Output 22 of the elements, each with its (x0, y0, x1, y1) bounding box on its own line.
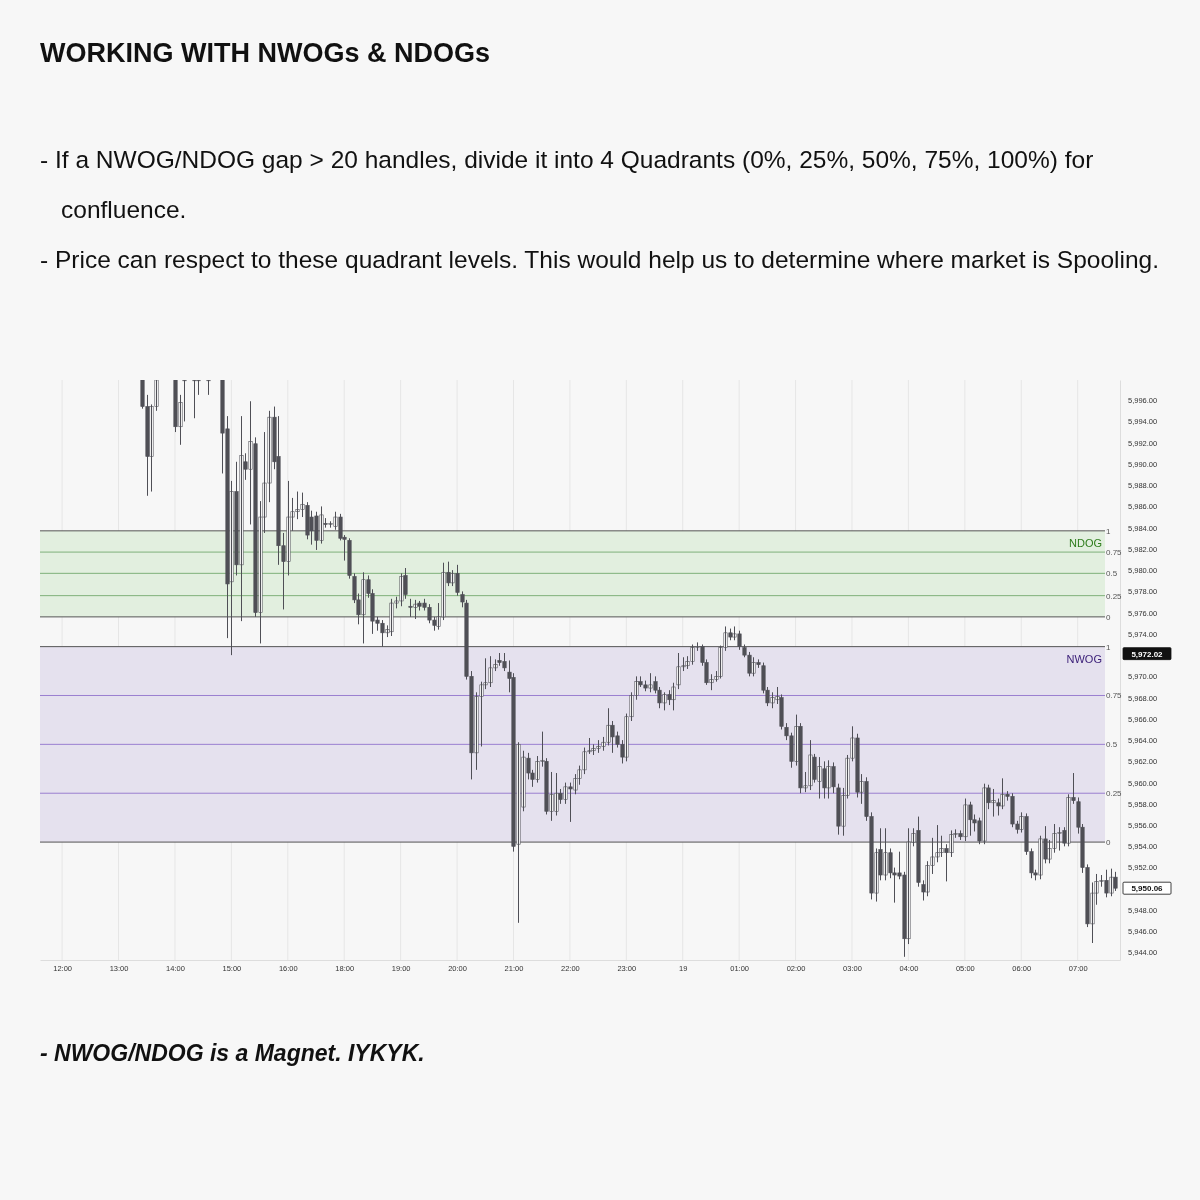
chart-title: WORKING WITH NWOGs & NDOGs (40, 38, 490, 69)
band-label: NWOG (1066, 652, 1102, 665)
annotation: 0.75 (1106, 548, 1123, 558)
annotation: 0.75 (1106, 691, 1123, 701)
candlestick (1113, 871, 1118, 892)
annotation: 1 (1106, 642, 1111, 652)
text: 5,972.02 (1131, 649, 1164, 659)
candlestick (347, 537, 352, 580)
annotation: 0.5 (1106, 569, 1118, 579)
text: 5,950.06 (1131, 884, 1164, 894)
candlestick (671, 682, 676, 711)
annotation: 0.25 (1106, 789, 1123, 799)
candlestick (206, 380, 211, 396)
text: - Price can respect to these quadrant levels. This would help us to determine where market is Spooling. (40, 245, 1160, 275)
text: - NWOG/NDOG is a Magnet. IYKYK. (40, 1040, 425, 1067)
annotation: 0 (1106, 612, 1111, 622)
annotation: 0.5 (1106, 740, 1118, 750)
chart-subtitle: - If a NWOG/NDOG gap > 20 handles, divide it into 4 Quadrants (0%, 25%, 50%, 75%, 100%) for confluence. (40, 145, 1095, 225)
annotation: 0 (1106, 838, 1111, 848)
annotation: 0.25 (1106, 591, 1123, 601)
band-label: NDOG (1069, 536, 1102, 549)
annotation: 1 (1106, 526, 1111, 536)
